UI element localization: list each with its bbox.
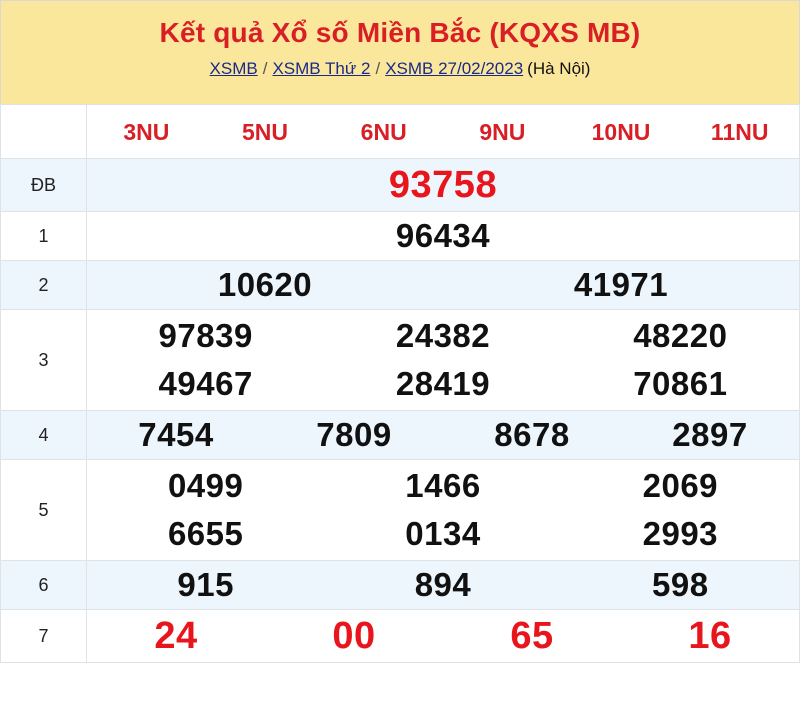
breadcrumb-link-xsmb[interactable]: XSMB xyxy=(209,59,258,78)
prize-label-7: 7 xyxy=(0,609,87,663)
prize-number: 41971 xyxy=(573,266,669,303)
column-header-strip: 3NU 5NU 6NU 9NU 10NU 11NU xyxy=(87,118,799,146)
column-header-10nu: 10NU xyxy=(591,118,651,145)
page-title: Kết quả Xổ số Miền Bắc (KQXS MB) xyxy=(159,17,641,48)
prize-number: 00 xyxy=(332,615,376,657)
prize-number: 24 xyxy=(154,615,198,657)
column-header-9nu: 9NU xyxy=(479,118,526,145)
prize-values-1: 96434 xyxy=(86,211,800,261)
prize-number: 7809 xyxy=(316,416,392,453)
prize-number: 894 xyxy=(414,566,472,603)
prize-values-7: 24 00 65 16 xyxy=(86,609,800,663)
prize-value-line: 0499 1466 2069 xyxy=(87,462,799,510)
prize-label-3: 3 xyxy=(0,309,87,411)
prize-value-line: 915 894 598 xyxy=(87,561,799,609)
column-header-5nu: 5NU xyxy=(242,118,289,145)
prize-number: 8678 xyxy=(494,416,570,453)
prize-number: 0499 xyxy=(167,467,244,504)
column-header-6nu: 6NU xyxy=(360,118,407,145)
prize-value-line: 6655 0134 2993 xyxy=(87,510,799,558)
prize-number: 2897 xyxy=(672,416,748,453)
prize-value-line: 97839 24382 48220 xyxy=(87,312,799,360)
prize-label-6: 6 xyxy=(0,560,87,610)
column-header-corner xyxy=(0,104,87,159)
breadcrumb-region: (Hà Nội) xyxy=(527,59,591,78)
prize-value-line: 10620 41971 xyxy=(87,261,799,309)
prize-label-1: 1 xyxy=(0,211,87,261)
prize-row: 1 96434 xyxy=(0,211,800,261)
results-table-body: 3NU 5NU 6NU 9NU 10NU 11NU ĐB 93758 1 96434 2 10620… xyxy=(0,104,800,663)
prize-number: 16 xyxy=(688,615,732,657)
prize-number: 10620 xyxy=(217,266,313,303)
column-header-3nu: 3NU xyxy=(123,118,170,145)
prize-values-đb: 93758 xyxy=(86,158,800,212)
prize-values-6: 915 894 598 xyxy=(86,560,800,610)
prize-number: 70861 xyxy=(633,365,728,402)
breadcrumb-separator-1: / xyxy=(262,59,268,78)
prize-number: 49467 xyxy=(158,365,253,402)
prize-value-line: 93758 xyxy=(87,159,799,211)
prize-values-4: 7454 7809 8678 2897 xyxy=(86,410,800,460)
prize-value-line: 49467 28419 70861 xyxy=(87,360,799,408)
lottery-results-table: 3NU 5NU 6NU 9NU 10NU 11NU ĐB 93758 1 96434 2 10620… xyxy=(0,104,800,663)
prize-row: 4 7454 7809 8678 2897 xyxy=(0,410,800,460)
prize-number: 24382 xyxy=(395,317,491,354)
prize-values-5: 0499 1466 2069 6655 0134 2993 xyxy=(86,459,800,561)
prize-number: 96434 xyxy=(395,217,491,254)
prize-number: 6655 xyxy=(167,515,244,552)
breadcrumb-link-weekday[interactable]: XSMB Thứ 2 xyxy=(272,59,371,78)
page-header: Kết quả Xổ số Miền Bắc (KQXS MB) XSMB / XS… xyxy=(0,0,800,104)
prize-value-line: 96434 xyxy=(87,212,799,260)
breadcrumb: XSMB / XSMB Thứ 2/XSMB 27/02/2023 (Hà Nội) xyxy=(1,57,799,81)
prize-number: 93758 xyxy=(388,164,498,206)
prize-values-3: 97839 24382 48220 49467 28419 70861 xyxy=(86,309,800,411)
prize-row: 3 97839 24382 48220 49467 28419 70861 xyxy=(0,309,800,411)
prize-number: 48220 xyxy=(633,317,728,354)
prize-values-2: 10620 41971 xyxy=(86,260,800,310)
breadcrumb-link-date[interactable]: XSMB 27/02/2023 xyxy=(385,59,524,78)
prize-label-5: 5 xyxy=(0,459,87,561)
column-header-row: 3NU 5NU 6NU 9NU 10NU 11NU xyxy=(0,104,800,159)
prize-row: 6 915 894 598 xyxy=(0,560,800,610)
prize-number: 915 xyxy=(177,566,234,603)
breadcrumb-separator-2: / xyxy=(375,59,381,78)
prize-number: 2069 xyxy=(642,467,719,504)
prize-number: 28419 xyxy=(395,365,491,402)
prize-number: 0134 xyxy=(405,515,481,552)
prize-value-line: 7454 7809 8678 2897 xyxy=(87,411,799,459)
prize-row: 7 24 00 65 16 xyxy=(0,609,800,663)
prize-number: 1466 xyxy=(405,467,481,504)
prize-label-4: 4 xyxy=(0,410,87,460)
prize-number: 7454 xyxy=(138,416,214,453)
prize-row: 5 0499 1466 2069 6655 0134 2993 xyxy=(0,459,800,561)
prize-row: ĐB 93758 xyxy=(0,158,800,212)
prize-label-2: 2 xyxy=(0,260,87,310)
prize-row: 2 10620 41971 xyxy=(0,260,800,310)
column-header-11nu: 11NU xyxy=(710,118,769,145)
prize-number: 2993 xyxy=(642,515,719,552)
prize-label-đb: ĐB xyxy=(0,158,87,212)
prize-value-line: 24 00 65 16 xyxy=(87,610,799,662)
prize-number: 598 xyxy=(652,566,709,603)
prize-number: 65 xyxy=(510,615,554,657)
column-header-cells: 3NU 5NU 6NU 9NU 10NU 11NU xyxy=(86,104,800,159)
prize-number: 97839 xyxy=(158,317,253,354)
